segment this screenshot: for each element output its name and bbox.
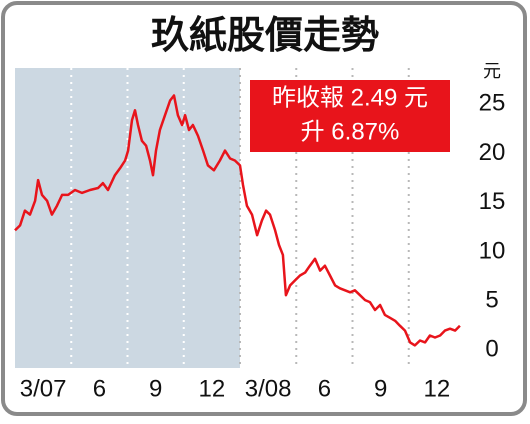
x-tick-label: 3/07 bbox=[20, 375, 67, 402]
x-tick-label: 9 bbox=[374, 375, 387, 402]
annotation-text: 昨收報 2.49 元 bbox=[272, 84, 428, 111]
y-tick-label: 5 bbox=[485, 286, 498, 313]
x-tick-label: 6 bbox=[318, 375, 331, 402]
annotation-text: 升 6.87% bbox=[301, 118, 400, 145]
y-tick-label: 20 bbox=[479, 139, 506, 166]
y-tick-label: 15 bbox=[479, 188, 506, 215]
y-unit: 元 bbox=[483, 61, 501, 81]
x-tick-label: 3/08 bbox=[245, 375, 292, 402]
shaded-period bbox=[15, 68, 240, 368]
x-tick-label: 12 bbox=[424, 375, 451, 402]
x-tick-label: 12 bbox=[199, 375, 226, 402]
x-tick-label: 6 bbox=[93, 375, 106, 402]
annotation-box bbox=[250, 80, 450, 152]
y-tick-label: 0 bbox=[485, 336, 498, 363]
chart-title: 玖紙股價走勢 bbox=[151, 15, 379, 57]
y-tick-label: 25 bbox=[479, 90, 506, 117]
y-tick-label: 10 bbox=[479, 237, 506, 264]
price-line bbox=[14, 94, 461, 347]
x-tick-label: 9 bbox=[149, 375, 162, 402]
